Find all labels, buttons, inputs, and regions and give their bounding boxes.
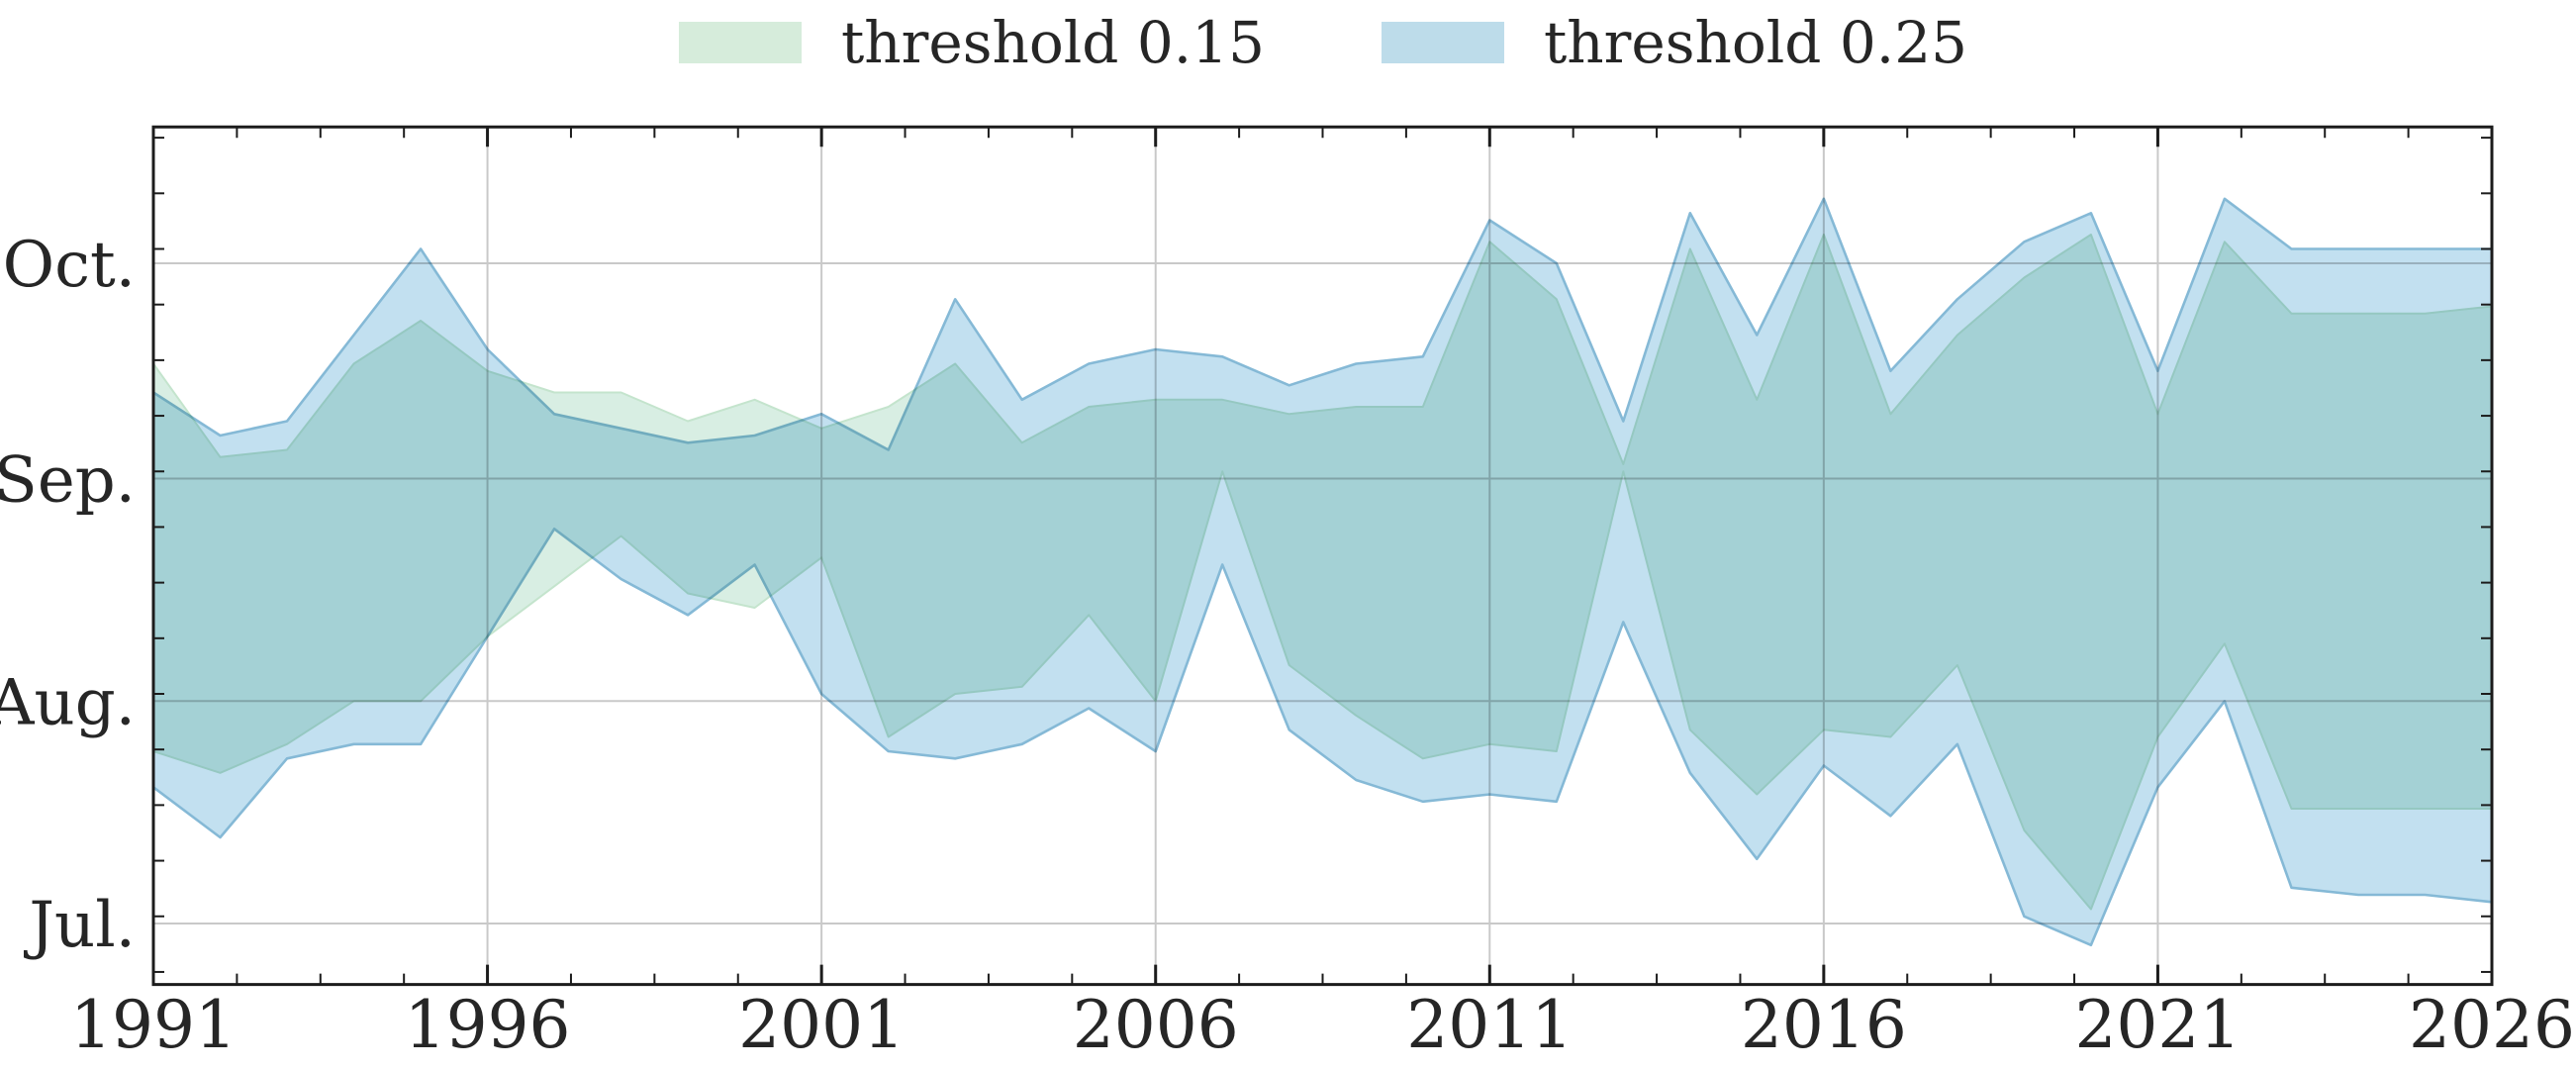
legend: threshold 0.15 threshold 0.25	[678, 9, 1967, 76]
axis-ticks	[151, 127, 2494, 985]
x-tick-label: 1991	[70, 987, 237, 1063]
legend-label: threshold 0.25	[1544, 9, 1968, 76]
y-tick-label: Sep.	[0, 444, 136, 518]
legend-item-1: threshold 0.25	[1382, 14, 1967, 71]
x-tick-label: 1996	[405, 987, 571, 1063]
plot-frame	[151, 125, 2494, 987]
x-tick-label: 2006	[1073, 987, 1239, 1063]
x-tick-label: 2016	[1741, 987, 1907, 1063]
x-tick-label: 2011	[1406, 987, 1573, 1063]
legend-label: threshold 0.15	[840, 9, 1265, 76]
x-tick-label: 2026	[2409, 987, 2575, 1063]
legend-swatch-icon	[678, 22, 802, 63]
axis-labels: 1991 1996 2001 2006 2011 2016 2021 2026 Oct. Sep.…	[0, 229, 2575, 1063]
y-tick-label: Oct.	[3, 229, 136, 302]
legend-swatch-icon	[1382, 22, 1504, 63]
x-tick-label: 2001	[738, 987, 905, 1063]
y-tick-label: Jul.	[23, 889, 136, 962]
x-tick-label: 2021	[2074, 987, 2241, 1063]
y-tick-label: Aug.	[0, 666, 136, 739]
legend-item-0: threshold 0.15	[678, 9, 1265, 76]
